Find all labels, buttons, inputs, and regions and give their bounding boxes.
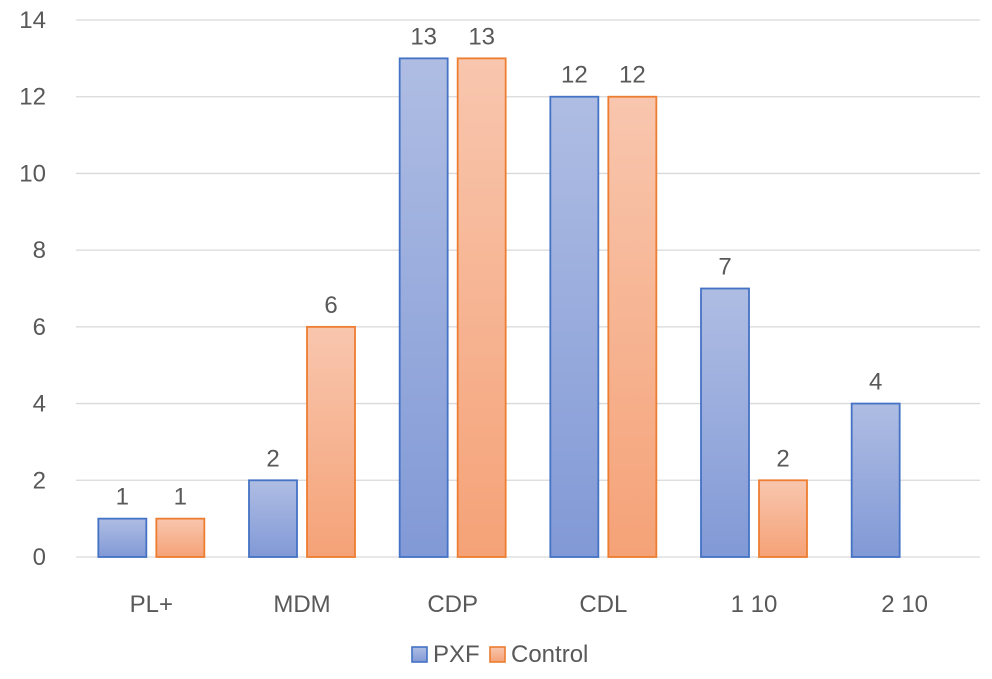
data-label: 6: [324, 292, 337, 319]
data-label: 12: [561, 62, 588, 89]
y-tick-label: 0: [33, 544, 46, 571]
gridlines: [76, 19, 980, 558]
y-tick-label: 8: [33, 237, 46, 264]
bar-pxf-2: [398, 57, 449, 558]
bar-control-3: [607, 95, 658, 558]
x-category-label: 1 10: [731, 591, 778, 618]
bar-control-2: [456, 57, 507, 558]
legend-swatch-pxf: [411, 646, 428, 663]
x-category-label: CDP: [427, 591, 478, 618]
legend: PXF Control: [411, 641, 588, 668]
x-category-label: MDM: [273, 591, 330, 618]
data-label: 7: [718, 254, 731, 281]
x-axis-categories: PL+ MDM CDP CDL 1 10 2 10: [130, 591, 928, 618]
bar-pxf-1: [248, 479, 298, 558]
y-tick-label: 10: [19, 160, 46, 187]
legend-label-control: Control: [511, 641, 588, 668]
legend-label-pxf: PXF: [433, 641, 480, 668]
y-tick-label: 14: [19, 7, 46, 34]
bar-pxf-4: [700, 287, 750, 558]
data-label: 4: [869, 369, 882, 396]
data-label: 2: [776, 445, 789, 472]
x-category-label: 2 10: [881, 591, 928, 618]
data-label: 12: [619, 62, 646, 89]
bar-pxf-0: [97, 517, 148, 558]
x-category-label: PL+: [130, 591, 173, 618]
bars: [97, 57, 901, 558]
bar-control-4: [758, 479, 808, 558]
data-label: 2: [266, 445, 279, 472]
x-category-label: CDL: [579, 591, 627, 618]
data-label: 13: [410, 23, 437, 50]
bar-control-1: [306, 325, 356, 558]
bar-control-0: [155, 517, 206, 558]
legend-swatch-control: [489, 646, 506, 663]
y-tick-label: 12: [19, 84, 46, 111]
data-label: 13: [468, 23, 495, 50]
data-label: 1: [116, 484, 129, 511]
bar-pxf-5: [850, 402, 901, 558]
data-label: 1: [174, 484, 187, 511]
y-axis-ticks: 0 2 4 6 8 10 12 14: [19, 7, 46, 571]
y-tick-label: 6: [33, 314, 46, 341]
y-tick-label: 4: [33, 391, 46, 418]
y-tick-label: 2: [33, 467, 46, 494]
bar-pxf-3: [549, 95, 600, 558]
